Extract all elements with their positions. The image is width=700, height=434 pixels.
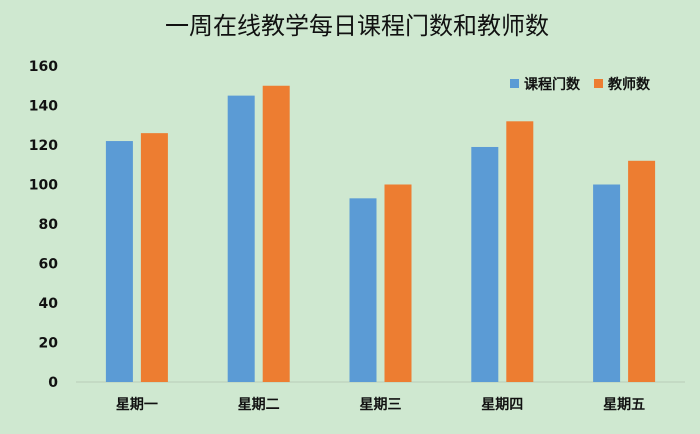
bar-teachers-1	[140, 133, 168, 382]
bar-courses-2	[227, 95, 255, 382]
legend-label: 教师数	[608, 76, 651, 93]
y-tick-label: 0	[48, 375, 58, 391]
y-tick-label: 40	[39, 296, 59, 312]
y-tick-label: 120	[29, 138, 58, 154]
legend: 课程门数 教师数	[510, 76, 651, 93]
bar-teachers-5	[628, 160, 656, 382]
legend-swatch	[510, 79, 519, 88]
bars-layer	[105, 85, 656, 383]
bar-courses-3	[349, 198, 377, 382]
x-category-label: 星期四	[481, 397, 523, 413]
x-category-label: 星期五	[603, 397, 645, 413]
chart-title: 一周在线教学每日课程门数和教师数	[165, 12, 549, 40]
x-category-label: 星期一	[116, 397, 158, 413]
legend-label: 课程门数	[524, 76, 581, 93]
y-tick-label: 100	[29, 178, 58, 194]
x-category-label: 星期二	[238, 397, 280, 413]
x-category-label: 星期三	[360, 397, 402, 413]
y-tick-label: 20	[39, 336, 59, 352]
y-tick-label: 60	[39, 257, 59, 273]
bar-teachers-3	[384, 184, 412, 382]
bar-teachers-4	[506, 121, 534, 383]
bar-courses-1	[105, 141, 133, 382]
axis-layer: 0 20 40 60 80 100 120 140 160 星期一 星期二 星期三 星期四 星期五	[29, 59, 685, 413]
y-tick-label: 140	[29, 99, 58, 115]
y-tick-label: 160	[29, 59, 58, 75]
legend-swatch	[594, 79, 603, 88]
bar-courses-5	[593, 184, 621, 382]
y-tick-label: 80	[39, 217, 59, 233]
bar-teachers-2	[262, 85, 290, 382]
bar-courses-4	[471, 146, 499, 382]
